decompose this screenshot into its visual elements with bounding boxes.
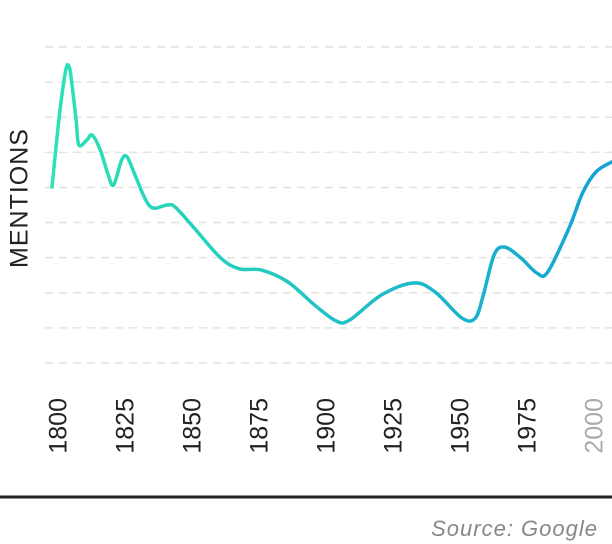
source: Source: Google (431, 516, 598, 541)
x-tick-label: 2000 (581, 398, 609, 454)
x-tick-label: 1900 (313, 398, 341, 454)
x-tick-label: 1975 (514, 398, 542, 454)
x-tick-label: 1850 (179, 398, 207, 454)
x-tick-label: 1825 (112, 398, 140, 454)
x-tick-label: 1875 (246, 398, 274, 454)
x-tick-label: 1925 (380, 398, 408, 454)
x-tick-label: 1800 (45, 398, 73, 454)
y-axis-label: MENTIONS (6, 128, 34, 268)
x-tick-label: 1950 (447, 398, 475, 454)
line (50, 62, 612, 325)
